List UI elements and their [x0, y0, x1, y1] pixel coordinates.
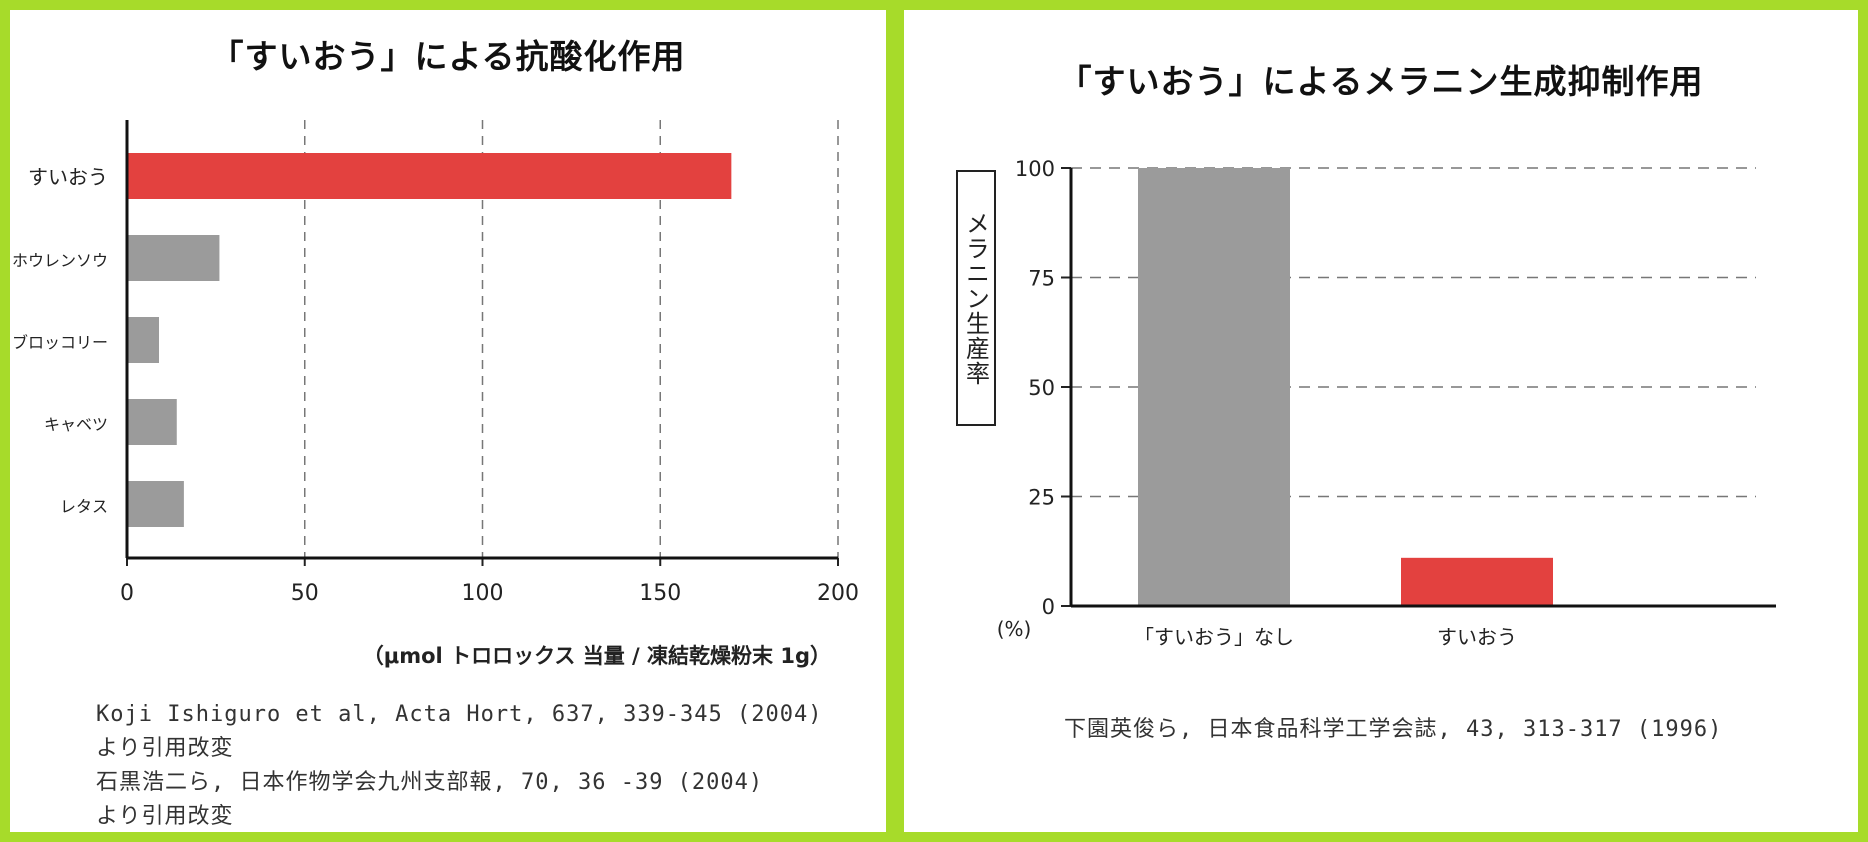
bar: [127, 153, 732, 199]
antioxidant-chart-title: 「すいおう」による抗酸化作用: [210, 37, 686, 76]
y-tick-label: 75: [1028, 267, 1055, 291]
bar: [1401, 557, 1553, 606]
source-line: 石黒浩二ら, 日本作物学会九州支部報, 70, 36 -39 (2004): [96, 770, 764, 795]
x-tick-label: 100: [462, 581, 504, 606]
category-label: すいおう: [28, 165, 108, 189]
category-label: レタス: [60, 497, 108, 516]
melanin-bar-chart: 0 25 50 75 100 「すいおう」なし すいおう (%): [997, 157, 1776, 649]
melanin-y-axis-label-box: メラニン生産率: [956, 170, 996, 426]
melanin-y-axis-label: メラニン生産率: [961, 210, 990, 386]
source-line: より引用改変: [96, 804, 234, 829]
bar: [127, 481, 184, 527]
bar: [127, 235, 220, 281]
y-tick-label: 50: [1028, 376, 1055, 400]
category-label: ブロッコリー: [12, 333, 108, 352]
y-tick-label: 0: [1042, 595, 1055, 619]
antioxidant-source-citation: Koji Ishiguro et al, Acta Hort, 637, 339…: [96, 698, 823, 834]
antioxidant-unit-label: （μmol トロロックス 当量 / 凍結乾燥粉末 1g）: [362, 644, 831, 668]
x-tick-label: 150: [639, 581, 681, 606]
x-tick-label: 200: [817, 581, 859, 606]
melanin-chart-title: 「すいおう」によるメラニン生成抑制作用: [1058, 62, 1704, 101]
category-label: すいおう: [1437, 625, 1517, 649]
bar: [127, 317, 159, 363]
source-line: Koji Ishiguro et al, Acta Hort, 637, 339…: [96, 702, 823, 727]
category-label: ホウレンソウ: [12, 251, 108, 270]
category-label: キャベツ: [44, 415, 108, 434]
bar: [1138, 168, 1290, 606]
bar: [127, 399, 177, 445]
source-line: より引用改変: [96, 736, 234, 761]
y-unit-label: (%): [997, 617, 1032, 641]
melanin-source-citation: 下園英俊ら, 日本食品科学工学会誌, 43, 313-317 (1996): [1064, 717, 1723, 742]
melanin-chart-panel: 「すいおう」によるメラニン生成抑制作用 メラニン生産率 0 25 50 75 100 「す…: [904, 10, 1858, 832]
y-tick-label: 100: [1015, 157, 1055, 181]
antioxidant-chart-panel: 「すいおう」による抗酸化作用 0 50 100 150 200 すいおうホウレンソウ ブロッ…: [10, 10, 886, 832]
x-tick-label: 50: [291, 581, 319, 606]
y-tick-label: 25: [1028, 486, 1055, 510]
x-tick-label: 0: [120, 581, 134, 606]
category-label: 「すいおう」なし: [1134, 625, 1294, 649]
